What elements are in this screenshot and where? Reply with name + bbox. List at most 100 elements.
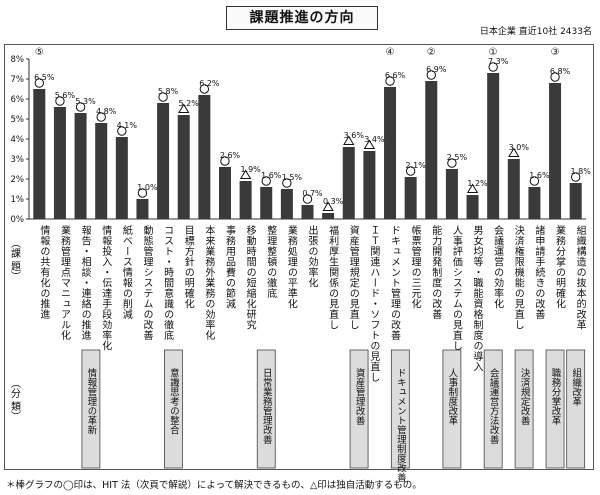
bar-value-label: 1.6% [529, 171, 550, 180]
independent-triangle-marker [508, 147, 520, 157]
group-label: ドキュメント管理制度改善 [395, 368, 407, 483]
category-label: 事務用品費の節減 [223, 224, 235, 310]
bar-value-label: 6.8% [550, 67, 571, 76]
independent-triangle-marker [363, 139, 376, 149]
footnote: ＊棒グラフの◯印は、HIT 法（次頁で解説）によって解決できるもの、△印は独自活… [6, 480, 422, 491]
bar-value-label: 5.8% [158, 87, 179, 96]
chart-title: 課題推進の方向 [226, 6, 378, 30]
bar-value-label: 6.9% [426, 65, 447, 74]
hit-circle-marker [529, 176, 540, 186]
chart-subtitle: 日本企業 直近10社 2433名 [479, 27, 592, 37]
bar-value-label: 2.6% [220, 151, 241, 160]
bar [487, 73, 500, 219]
bar-value-label: 5.6% [55, 91, 76, 100]
hit-circle-marker [302, 194, 313, 204]
independent-triangle-marker [239, 169, 252, 179]
bar-value-label: 0.3% [323, 197, 344, 206]
bar [425, 81, 438, 219]
category-label: 本来業務外業務の効率化 [203, 224, 215, 341]
y-tick-label: 8% [11, 55, 25, 65]
bar-value-label: 1.9% [240, 165, 261, 174]
category-label: 諸申請手続きの改善 [533, 224, 545, 320]
category-label: 移動時間の短縮化研究 [244, 224, 256, 330]
independent-triangle-marker [343, 135, 355, 145]
category-label: 目標方針の明確化 [182, 225, 194, 309]
bar-value-label: 1.8% [571, 167, 592, 176]
hit-circle-marker [405, 166, 416, 176]
group-label: 決済規定改善 [519, 367, 531, 426]
category-label: 資産管理規定の見直し [347, 225, 359, 330]
rank-label: ⑤ [35, 47, 44, 58]
category-label: 男女均等・職能資格制度の導入 [471, 225, 483, 372]
bar-value-label: 1.0% [137, 183, 158, 192]
independent-triangle-marker [466, 183, 479, 193]
bar-value-label: 3.6% [344, 131, 365, 140]
group-label: 情報管理の革新 [85, 367, 97, 435]
category-label: 紙ベース情報の削減 [120, 224, 132, 320]
hit-circle-marker [96, 112, 106, 122]
category-label: 動態管理システムの改善 [141, 224, 153, 341]
bar-value-label: 2.1% [405, 161, 426, 170]
bar [404, 177, 417, 219]
bar [322, 213, 335, 219]
bar [74, 113, 87, 219]
group-label: 意識思考の整合 [168, 367, 180, 435]
hit-circle-marker [488, 62, 498, 72]
bar-value-label: 1.5% [282, 173, 303, 182]
hit-circle-marker [261, 176, 271, 186]
bar [115, 137, 128, 219]
hit-circle-marker [34, 78, 45, 88]
group-box [545, 349, 565, 469]
y-tick-label: 6% [11, 95, 25, 105]
group-box [349, 349, 369, 469]
bar-value-label: 7.3% [488, 57, 509, 66]
bar [177, 115, 190, 219]
rank-label: ③ [551, 47, 560, 58]
group-box [514, 349, 534, 469]
category-label: 業務管理点マニュアル化 [58, 224, 70, 341]
category-label: 決済権限機能の見直し [512, 225, 524, 330]
group-box [566, 349, 586, 469]
bar-value-label: 5.3% [75, 97, 96, 106]
bar-value-label: 5.2% [179, 99, 200, 108]
bar-value-label: 6.6% [385, 71, 406, 80]
bar [53, 107, 66, 219]
hit-circle-marker [282, 178, 292, 188]
bar [301, 205, 314, 219]
category-label: 出張の効率化 [306, 224, 318, 288]
hit-circle-marker [426, 70, 436, 80]
bar [239, 181, 252, 219]
bar-value-label: 3.0% [509, 143, 530, 152]
hit-circle-marker [199, 84, 210, 94]
bar-value-label: 4.1% [117, 121, 138, 130]
category-label: ＩＴ関連ハード・ソフトの見直し [368, 225, 380, 383]
bar-value-label: 2.5% [447, 153, 468, 162]
category-label: 業務分掌の明確化 [554, 224, 566, 309]
category-label: 整理整頓の徹底 [265, 224, 277, 299]
bar [549, 83, 562, 219]
group-box [483, 349, 503, 469]
hit-circle-marker [447, 158, 457, 168]
bar [342, 147, 355, 219]
y-tick-label: 2% [11, 175, 25, 185]
bar [280, 189, 293, 219]
y-tick-label: 1% [11, 195, 25, 205]
bar [569, 183, 582, 219]
category-label: 組織構造の抜本的改革 [574, 224, 586, 330]
bar [528, 187, 541, 219]
bar-value-label: 6.5% [34, 73, 55, 82]
group-label: 資産管理改善 [354, 367, 366, 426]
bar-value-label: 0.7% [302, 189, 323, 198]
category-label: コスト・時間意識の徹底 [162, 225, 174, 341]
bar [445, 169, 458, 219]
bar-value-label: 4.8% [96, 107, 117, 116]
bar [95, 123, 108, 219]
hit-circle-marker [220, 156, 230, 166]
category-label: 報告・相談・連絡の推進 [79, 225, 91, 341]
bar-value-label: 1.6% [261, 171, 282, 180]
group-label: 人事制度改革 [446, 368, 458, 426]
y-tick-label: 5% [11, 115, 25, 125]
rank-label: ④ [386, 47, 395, 58]
hit-circle-marker [158, 92, 168, 102]
bar [466, 195, 479, 219]
